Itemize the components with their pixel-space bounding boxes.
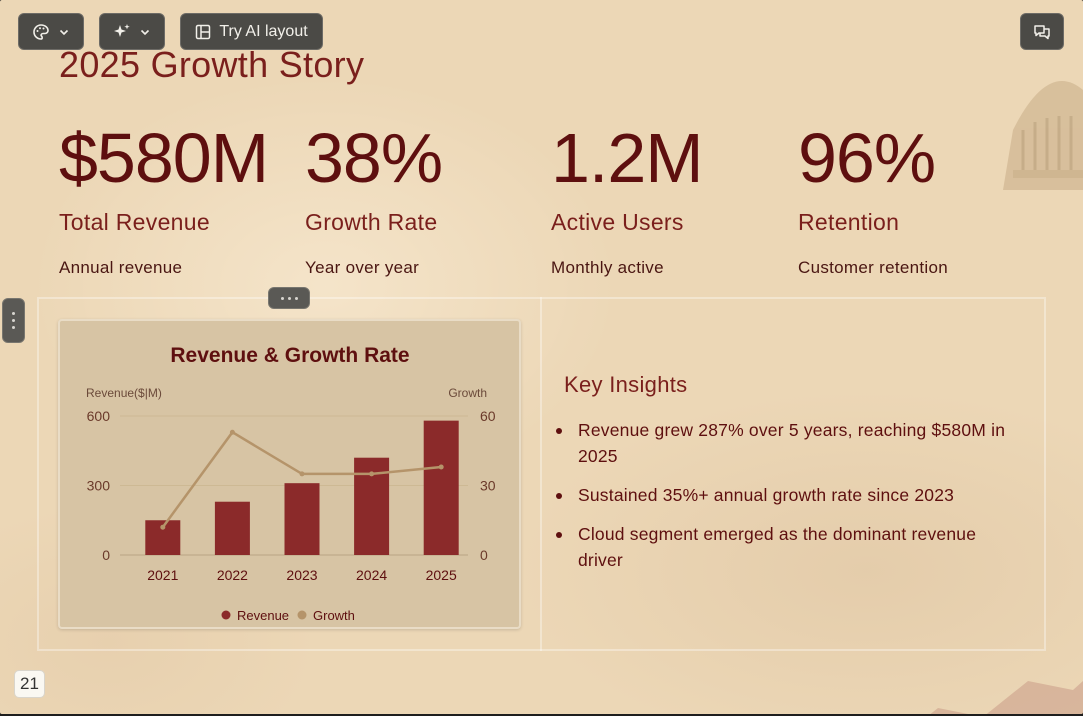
sparkles-icon xyxy=(114,23,130,37)
palette-icon xyxy=(33,23,49,40)
handle-dot xyxy=(12,326,15,329)
left-tick-label: 600 xyxy=(87,408,111,424)
chevron-down-icon xyxy=(140,29,150,35)
chart-card[interactable]: Revenue & Growth Rate Revenue($|M) Growt… xyxy=(58,319,521,629)
slide-title[interactable]: 2025 Growth Story xyxy=(59,44,365,85)
growth-point xyxy=(438,464,444,470)
comments-icon xyxy=(1034,24,1050,39)
insight-item: Revenue grew 287% over 5 years, reaching… xyxy=(556,417,1026,469)
stat-value: 1.2M xyxy=(551,119,704,197)
stat-subtitle: Monthly active xyxy=(551,258,664,277)
paper-texture-decoration xyxy=(893,663,1083,714)
revenue-bar xyxy=(423,420,459,555)
stat-label: Active Users xyxy=(551,209,684,235)
revenue-bar xyxy=(284,483,320,555)
stat-label: Total Revenue xyxy=(59,209,210,235)
stat-subtitle: Customer retention xyxy=(798,258,948,277)
page-number-badge: 21 xyxy=(14,670,45,698)
handle-dot xyxy=(287,296,291,300)
insights-title[interactable]: Key Insights xyxy=(564,372,688,397)
insight-item: Cloud segment emerged as the dominant re… xyxy=(556,521,1026,573)
stat-growth-rate[interactable]: 38% Growth Rate Year over year xyxy=(305,118,443,278)
x-tick-label: 2021 xyxy=(147,567,178,583)
handle-dot xyxy=(294,296,298,300)
revenue-bar xyxy=(214,501,250,555)
right-axis-label: Growth xyxy=(448,386,487,400)
drag-handle-vertical[interactable] xyxy=(2,298,25,343)
left-tick-label: 0 xyxy=(102,547,110,563)
handle-dot xyxy=(12,312,15,315)
stat-total-revenue[interactable]: $580M Total Revenue Annual revenue xyxy=(59,118,269,278)
stat-retention[interactable]: 96% Retention Customer retention xyxy=(798,118,948,278)
stat-active-users[interactable]: 1.2M Active Users Monthly active xyxy=(551,118,704,278)
stat-value: $580M xyxy=(59,119,269,197)
growth-point xyxy=(299,471,305,477)
growth-point xyxy=(369,471,375,477)
x-tick-label: 2022 xyxy=(217,567,248,583)
stat-subtitle: Annual revenue xyxy=(59,258,183,277)
legend-label: Growth xyxy=(313,608,355,623)
right-tick-label: 60 xyxy=(480,408,496,424)
insight-item: Sustained 35%+ annual growth rate since … xyxy=(556,482,1026,508)
growth-point xyxy=(160,524,166,530)
handle-dot xyxy=(12,319,15,322)
legend-swatch xyxy=(221,610,231,620)
x-tick-label: 2024 xyxy=(356,567,387,583)
left-axis-label: Revenue($|M) xyxy=(86,386,162,400)
comments-button[interactable] xyxy=(1020,13,1064,50)
chart-svg: Revenue & Growth Rate Revenue($|M) Growt… xyxy=(86,344,496,623)
legend-label: Revenue xyxy=(237,608,289,623)
x-tick-label: 2023 xyxy=(286,567,317,583)
ai-dropdown-button[interactable] xyxy=(99,13,165,50)
right-tick-label: 30 xyxy=(480,478,496,494)
try-ai-layout-button[interactable]: Try AI layout xyxy=(180,13,323,50)
insights-list[interactable]: Revenue grew 287% over 5 years, reaching… xyxy=(556,417,1026,586)
handle-dot xyxy=(280,296,284,300)
legend-swatch xyxy=(297,610,307,620)
stat-label: Growth Rate xyxy=(305,209,438,235)
drag-handle-horizontal[interactable] xyxy=(268,287,310,309)
layout-icon xyxy=(196,24,211,39)
content-frame[interactable] xyxy=(37,297,1046,651)
x-tick-label: 2025 xyxy=(426,567,457,583)
theme-dropdown-button[interactable] xyxy=(18,13,84,50)
try-ai-layout-label: Try AI layout xyxy=(219,22,308,40)
stat-value: 38% xyxy=(305,119,443,197)
chevron-down-icon xyxy=(59,29,69,35)
growth-point xyxy=(229,429,235,435)
column-divider[interactable] xyxy=(540,297,542,651)
stat-value: 96% xyxy=(798,119,936,197)
stat-label: Retention xyxy=(798,209,900,235)
chart-title: Revenue & Growth Rate xyxy=(170,344,409,367)
dome-illustration xyxy=(1003,81,1083,190)
left-tick-label: 300 xyxy=(87,478,111,494)
right-tick-label: 0 xyxy=(480,547,488,563)
stat-subtitle: Year over year xyxy=(305,258,420,277)
